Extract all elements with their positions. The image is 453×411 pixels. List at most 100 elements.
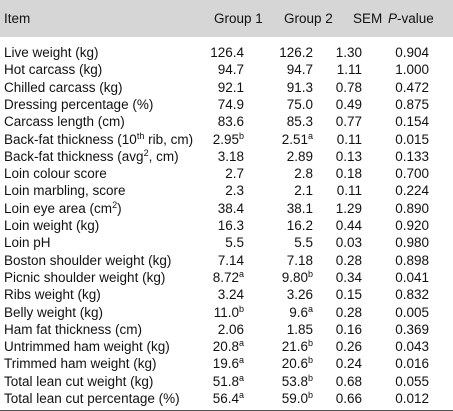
row-item-text-suffix: rib, cm): [144, 131, 194, 147]
row-sem-value: 0.16: [335, 321, 362, 337]
row-group-2-value: 53.8b: [258, 373, 313, 391]
row-group-2-value: 2.8: [258, 165, 313, 183]
row-item-label: Belly weight (kg): [4, 304, 103, 322]
row-group-1-superscript: a: [238, 338, 244, 349]
row-group-1-number: 20.8: [212, 339, 239, 355]
row-item-label: Live weight (kg): [4, 44, 99, 62]
row-group-2-number: 75.0: [286, 96, 313, 112]
row-group-1-number: 19.6: [212, 356, 239, 372]
row-sem-value: 0.68: [335, 373, 362, 389]
row-group-1-value: 92.1: [190, 79, 244, 97]
row-sem-value: 0.18: [335, 166, 362, 182]
row-group-2-value: 2.1: [258, 182, 313, 200]
row-item-superscript: 2: [143, 147, 149, 158]
row-item-label: Untrimmed ham weight (kg): [4, 338, 170, 356]
row-p-value: 0.980: [395, 235, 429, 251]
row-group-2-number: 5.5: [294, 235, 313, 251]
row-p-value: 0.898: [395, 252, 429, 268]
row-group-2-number: 2.8: [294, 166, 313, 182]
row-group-2-number: 1.85: [286, 321, 313, 337]
table-row: Live weight (kg) 126.4 126.2 1.30 0.904: [0, 44, 453, 62]
row-item-label: Ribs weight (kg): [4, 286, 101, 304]
row-group-1-value: 20.8a: [190, 338, 244, 356]
table-row: Ribs weight (kg) 3.24 3.26 0.15 0.832: [0, 286, 453, 304]
row-item-text: Picnic shoulder weight (kg): [4, 269, 166, 285]
row-group-1-number: 5.5: [225, 235, 244, 251]
row-group-2-value: 38.1: [258, 200, 313, 218]
row-item-text: Ribs weight (kg): [4, 287, 101, 303]
row-group-2-value: 126.2: [258, 44, 313, 62]
row-group-2-number: 7.18: [286, 252, 313, 268]
table-row: Belly weight (kg) 11.0b 9.6a 0.28 0.005: [0, 304, 453, 322]
row-item-text: Live weight (kg): [4, 45, 99, 60]
row-group-1-number: 56.4: [212, 391, 239, 406]
row-group-1-superscript: a: [238, 372, 244, 383]
row-sem-value: 0.28: [335, 304, 362, 320]
row-item-text: Belly weight (kg): [4, 304, 104, 320]
row-sem-value: 0.03: [335, 235, 362, 251]
row-group-2-number: 21.6: [281, 339, 308, 355]
row-item-text: Total lean cut weight (kg): [4, 373, 154, 389]
row-group-1-value: 5.5: [190, 234, 244, 252]
row-item-text-suffix: ): [117, 200, 122, 216]
row-p-value: 0.016: [395, 356, 429, 372]
row-group-1-value: 7.14: [190, 252, 244, 270]
table-row: Total lean cut percentage (%) 56.4a 59.0b 0…: [0, 390, 453, 408]
row-group-2-number: 2.89: [286, 148, 313, 164]
row-group-2-number: 53.8: [281, 373, 308, 389]
row-group-2-value: 2.89: [258, 148, 313, 166]
row-group-1-number: 8.72: [212, 269, 239, 285]
table-row: Back-fat thickness (avg2, cm) 3.18 2.89 0.1…: [0, 148, 453, 166]
row-group-2-value: 20.6b: [258, 355, 313, 373]
row-group-1-value: 2.3: [190, 182, 244, 200]
row-group-2-superscript: b: [307, 355, 313, 366]
header-p-letter: P: [388, 11, 398, 26]
row-group-1-value: 16.3: [190, 217, 244, 235]
row-item-label: Loin colour score: [4, 165, 107, 183]
row-group-1-value: 74.9: [190, 96, 244, 114]
row-group-2-number: 91.3: [286, 79, 313, 95]
row-item-text: Carcass length (cm): [4, 114, 125, 130]
table-row: Loin pH 5.5 5.5 0.03 0.980: [0, 234, 453, 252]
row-group-1-superscript: b: [238, 303, 244, 314]
row-group-2-superscript: a: [307, 130, 313, 141]
row-sem-value: 0.11: [336, 131, 362, 147]
row-group-2-value: 59.0b: [258, 390, 313, 408]
row-item-label: Total lean cut percentage (%): [4, 390, 180, 408]
row-group-2-value: 21.6b: [258, 338, 313, 356]
row-group-1-value: 2.7: [190, 165, 244, 183]
row-group-1-value: 2.06: [190, 321, 244, 339]
row-p-value: 1.000: [395, 62, 429, 78]
row-item-text: Loin marbling, score: [4, 183, 126, 199]
row-item-text: Untrimmed ham weight (kg): [4, 339, 170, 355]
row-group-2-value: 2.51a: [258, 131, 313, 149]
row-group-2-value: 91.3: [258, 79, 313, 97]
row-sem-value: 0.77: [335, 114, 362, 130]
row-item-text: Chilled carcass (kg): [4, 79, 123, 95]
table-row: Boston shoulder weight (kg) 7.14 7.18 0.28 0…: [0, 252, 453, 270]
row-group-1-superscript: a: [238, 268, 244, 279]
row-p-value: 0.224: [395, 183, 429, 199]
row-p-value: 0.369: [395, 321, 429, 337]
row-group-1-superscript: a: [238, 355, 244, 366]
row-group-2-value: 16.2: [258, 217, 313, 235]
row-p-value: 0.043: [395, 339, 429, 355]
row-sem-value: 0.66: [335, 391, 362, 406]
header-item: Item: [4, 11, 31, 26]
row-item-text: Total lean cut percentage (%): [4, 391, 180, 406]
row-sem-value: 0.11: [336, 183, 362, 199]
row-item-label: Carcass length (cm): [4, 113, 125, 131]
row-item-label: Loin eye area (cm2): [4, 200, 122, 218]
row-group-2-number: 38.1: [286, 200, 313, 216]
row-group-2-number: 94.7: [286, 62, 313, 78]
row-p-value: 0.012: [395, 391, 429, 406]
row-item-label: Loin weight (kg): [4, 217, 99, 235]
row-group-2-superscript: b: [307, 372, 313, 383]
row-item-text: Back-fat thickness (10: [4, 131, 137, 147]
row-sem-value: 0.26: [335, 339, 362, 355]
row-item-label: Ham fat thickness (cm): [4, 321, 142, 339]
table-header: Item Group 1 Group 2 SEM P-value: [0, 0, 453, 37]
table-row: Back-fat thickness (10th rib, cm) 2.95b 2.…: [0, 131, 453, 149]
row-p-value: 0.055: [395, 373, 429, 389]
